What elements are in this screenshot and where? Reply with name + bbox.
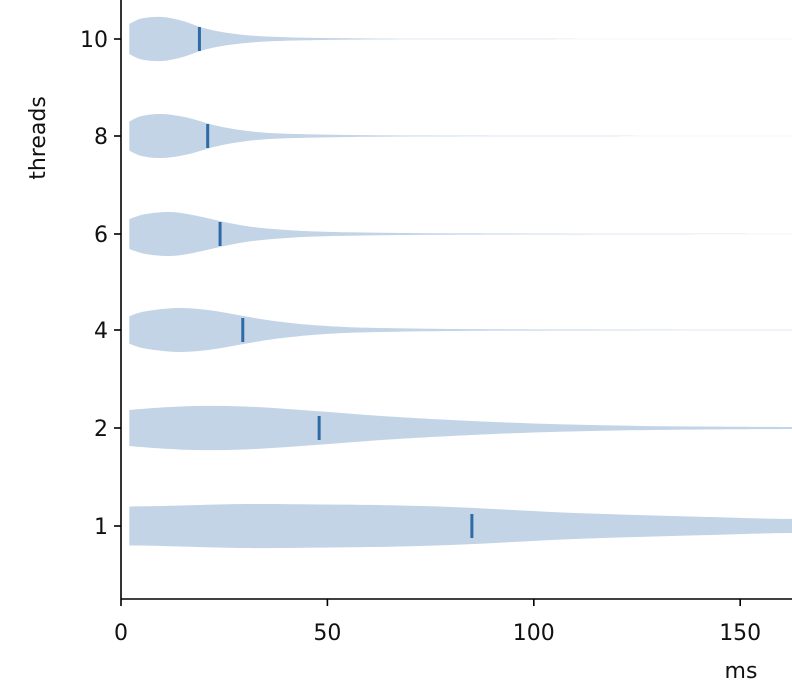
- violin-body-2: [129, 405, 792, 451]
- x-tick-label-100: 100: [513, 621, 555, 646]
- y-tick-label-10: 10: [80, 28, 108, 53]
- violin-body-6: [129, 211, 792, 257]
- x-tick-label-0: 0: [114, 621, 128, 646]
- y-tick-label-1: 1: [94, 515, 108, 540]
- y-tick-label-8: 8: [94, 125, 108, 150]
- y-axis-label: threads: [26, 96, 51, 180]
- violin-body-4: [129, 307, 792, 353]
- violins-layer: [129, 16, 792, 549]
- x-axis-label: ms: [725, 659, 758, 684]
- violin-body-8: [129, 113, 792, 159]
- x-ticks: 0 50 100 150: [114, 599, 761, 646]
- y-ticks: 1 2 4 6 8 10: [80, 28, 121, 540]
- violin-body-1: [129, 503, 792, 549]
- x-tick-label-50: 50: [313, 621, 341, 646]
- y-tick-label-6: 6: [94, 223, 108, 248]
- x-tick-label-150: 150: [719, 621, 761, 646]
- violin-body-10: [129, 16, 792, 62]
- medians-layer: [197, 27, 474, 538]
- y-tick-label-2: 2: [94, 417, 108, 442]
- y-tick-label-4: 4: [94, 319, 108, 344]
